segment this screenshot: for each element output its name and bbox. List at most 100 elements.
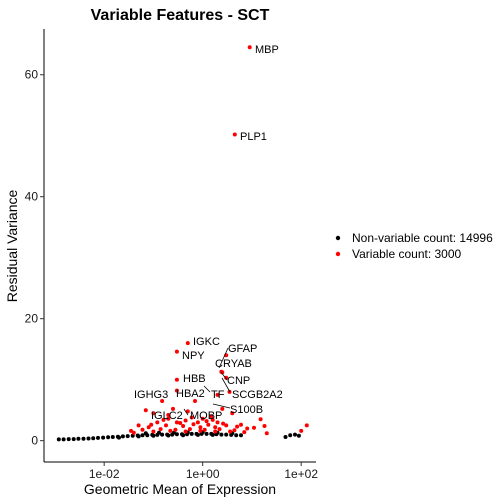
variable-point-23	[258, 417, 263, 422]
variable-point-42	[202, 427, 207, 432]
annotation-gfap: GFAP	[228, 343, 257, 355]
nonvariable-point-11	[110, 435, 115, 439]
variable-point-29	[136, 423, 141, 428]
variable-point-13	[160, 399, 165, 403]
variable-point-40	[173, 427, 178, 432]
nonvariable-point-52	[283, 435, 288, 439]
variable-point-7	[224, 375, 229, 380]
variable-point-56	[178, 421, 183, 425]
variable-point-65	[264, 431, 269, 436]
variable-point-54	[149, 422, 154, 427]
variable-point-1	[232, 132, 237, 137]
variable-point-20	[189, 415, 194, 420]
variable-point-12	[193, 399, 197, 403]
variable-point-60	[239, 422, 243, 427]
variable-point-50	[228, 429, 233, 434]
variable-point-32	[181, 424, 186, 428]
x-axis-title: Geometric Mean of Expression	[84, 481, 276, 497]
annotation-ighg3: IGHG3	[134, 389, 168, 401]
leader-lines	[183, 347, 231, 416]
variable-point-11	[174, 388, 179, 393]
variable-point-58	[206, 422, 211, 427]
nonvariable-point-10	[106, 435, 111, 440]
variable-point-4	[174, 349, 179, 354]
leader-line-0	[218, 347, 229, 369]
annotation-scgb2a2: SCGB2A2	[232, 389, 283, 401]
nonvariable-point-46	[157, 430, 161, 435]
nonvariable-point-53	[288, 433, 293, 438]
nonvariable-point-30	[204, 431, 209, 436]
variable-point-31	[164, 423, 168, 428]
leader-line-3	[212, 403, 231, 409]
variable-point-38	[140, 427, 145, 432]
variable-point-27	[204, 419, 209, 424]
nonvariable-point-14	[125, 434, 130, 439]
annotations-layer: MBP PLP1 IGKC GFAP NPY CRYAB HBB CNP IGHG3 HBA2 TF…	[134, 44, 283, 422]
annotation-iglc2: IGLC2	[151, 410, 183, 422]
annotation-mbp: MBP	[255, 44, 279, 56]
nonvariable-point-7	[91, 436, 96, 441]
nonvariable-point-21	[160, 432, 165, 437]
variable-point-33	[198, 425, 203, 430]
variable-point-34	[213, 425, 218, 430]
nonvariable-point-27	[189, 431, 194, 436]
variable-point-45	[151, 429, 156, 434]
variable-point-51	[242, 430, 247, 435]
variable-point-22	[230, 411, 235, 416]
y-tick-label-2: 40	[25, 190, 39, 204]
nonvariable-point-40	[151, 433, 156, 438]
nonvariable-point-3	[71, 437, 76, 442]
annotation-s100b: S100B	[230, 404, 263, 416]
y-tick-label-0: 0	[31, 434, 38, 448]
y-tick-label-3: 60	[25, 68, 39, 82]
nonvariable-point-6	[86, 436, 91, 441]
variable-point-49	[213, 429, 218, 434]
y-axis-title: Residual Variance	[4, 190, 20, 303]
nonvariable-point-34	[224, 432, 229, 437]
x-tick-label-1: 1e+00	[186, 467, 220, 481]
legend-key-0	[335, 235, 341, 241]
leader-line-4	[203, 385, 211, 393]
variable-point-59	[221, 421, 226, 426]
variable-point-14	[143, 408, 148, 413]
nonvariable-point-17	[140, 433, 145, 438]
variable-point-10	[215, 392, 220, 397]
annotation-mobp: MOBP	[190, 410, 222, 422]
variable-point-15	[171, 406, 175, 411]
variable-point-21	[209, 414, 214, 419]
variable-point-63	[304, 423, 309, 428]
nonvariable-point-37	[239, 433, 243, 438]
variable-point-43	[217, 427, 222, 432]
nonvariable-point-42	[181, 433, 186, 438]
variable-point-25	[174, 420, 179, 425]
variable-point-37	[245, 426, 250, 431]
nonvariable-point-45	[143, 431, 148, 436]
nonvariable-point-33	[219, 432, 224, 437]
variable-point-62	[262, 424, 267, 428]
variable-point-55	[161, 417, 166, 422]
variable-point-61	[252, 425, 256, 430]
nonvariable-point-38	[117, 435, 121, 440]
variable-point-68	[183, 418, 188, 423]
variable-point-64	[299, 428, 304, 433]
variable-point-19	[166, 413, 171, 417]
variable-point-8	[174, 377, 179, 382]
x-ticks: 1e-02 1e+00 1e+02	[89, 462, 318, 481]
annotation-hba2: HBA2	[176, 388, 205, 400]
annotation-cnp: CNP	[227, 375, 250, 387]
chart-title: Variable Features - SCT	[91, 7, 270, 24]
leader-line-1	[220, 371, 228, 381]
variable-point-26	[195, 420, 200, 425]
variable-point-57	[191, 422, 196, 427]
nonvariable-point-15	[130, 433, 135, 438]
x-tick-label-2: 1e+02	[284, 467, 318, 481]
annotation-igkc: IGKC	[193, 336, 220, 348]
nonvariable-point-43	[195, 432, 200, 437]
nonvariable-point-0	[56, 437, 61, 442]
variable-point-24	[155, 420, 160, 425]
variable-point-41	[187, 427, 192, 432]
legend: Non-variable count: 14996 Variable count:…	[335, 231, 493, 261]
variable-point-48	[198, 428, 203, 433]
variable-point-67	[166, 416, 171, 421]
